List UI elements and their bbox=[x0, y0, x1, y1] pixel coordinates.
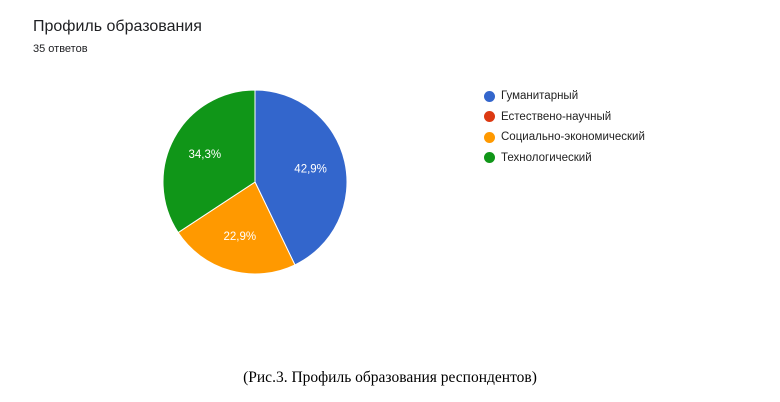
pie-chart: 42,9% 22,9% 34,3% bbox=[162, 89, 348, 275]
legend-label: Гуманитарный bbox=[501, 90, 579, 103]
chart-card: Профиль образования 35 ответов 42,9% 22,9… bbox=[33, 18, 645, 275]
pie-slice-0[interactable] bbox=[254, 89, 348, 266]
legend-label: Технологический bbox=[501, 151, 592, 164]
pie-slices bbox=[162, 89, 348, 275]
legend-swatch-socio-economic bbox=[484, 131, 495, 143]
legend-item-natural-science[interactable]: Естествено-научный bbox=[484, 107, 645, 128]
pie-slice-labels: 42,9% 22,9% 34,3% bbox=[188, 149, 326, 243]
pie-slice-3[interactable] bbox=[162, 89, 256, 234]
legend-item-humanities[interactable]: Гуманитарный bbox=[484, 86, 645, 107]
legend-item-technological[interactable]: Технологический bbox=[484, 148, 645, 169]
pie-slice-label-2: 22,9% bbox=[223, 231, 256, 243]
legend-label: Социально-экономический bbox=[501, 131, 645, 144]
legend-swatch-natural-science bbox=[484, 111, 495, 123]
chart-title: Профиль образования bbox=[33, 18, 202, 35]
legend-swatch-humanities bbox=[484, 90, 495, 102]
pie-slice-label-3: 34,3% bbox=[188, 149, 221, 161]
legend-item-socio-economic[interactable]: Социально-экономический bbox=[484, 127, 645, 148]
figure-caption: (Рис.3. Профиль образования респондентов… bbox=[243, 369, 537, 386]
pie-slice-2[interactable] bbox=[177, 181, 296, 275]
legend-label: Естествено-научный bbox=[501, 110, 612, 123]
chart-legend: Гуманитарный Естествено-научный Социальн… bbox=[484, 86, 645, 168]
legend-swatch-technological bbox=[484, 152, 495, 164]
pie-slice-label-0: 42,9% bbox=[294, 163, 327, 175]
response-count: 35 ответов bbox=[33, 43, 88, 55]
